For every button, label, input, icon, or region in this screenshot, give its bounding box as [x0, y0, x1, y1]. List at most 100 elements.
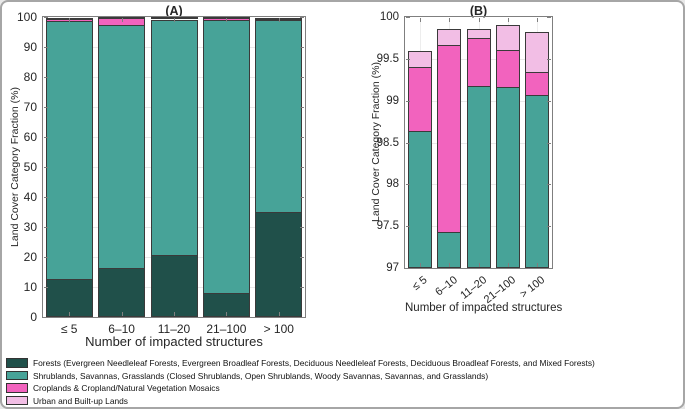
y-tick-label: 10 — [23, 280, 37, 294]
y-tickmark — [44, 227, 48, 228]
x-tickmark — [69, 312, 71, 316]
y-tick-label: 30 — [23, 220, 37, 234]
y-tickmark — [547, 58, 551, 60]
x-tickmark — [537, 263, 539, 267]
y-tickmark — [44, 257, 48, 258]
x-tick-label-text: 6–10 — [432, 274, 460, 299]
y-tickmark — [300, 77, 304, 78]
legend-swatch-croplands — [6, 383, 28, 393]
x-tickmark — [507, 263, 509, 267]
legend-row: Urban and Built-up Lands — [6, 396, 595, 406]
x-tickmark — [419, 18, 421, 22]
y-tick-label: 0 — [30, 310, 37, 324]
y-tick-label: 80 — [23, 70, 37, 84]
y-tickmark — [44, 47, 48, 48]
legend-label: Croplands & Cropland/Natural Vegetation … — [33, 383, 220, 393]
y-tick-label: 100 — [379, 11, 399, 23]
y-tickmark — [406, 58, 410, 60]
legend-swatch-urban — [6, 395, 28, 406]
y-tickmark — [44, 17, 48, 18]
bar-segment-croplands — [466, 37, 491, 87]
y-tickmark — [300, 257, 304, 258]
legend-swatch-forests — [6, 358, 28, 368]
legend: Forests (Evergreen Needleleaf Forests, E… — [6, 358, 595, 407]
y-tickmark — [44, 77, 48, 78]
legend-row: Forests (Evergreen Needleleaf Forests, E… — [6, 358, 595, 368]
bar-segment-urban — [202, 17, 250, 19]
y-axis-label: Land Cover Category Fraction (%) — [370, 62, 382, 222]
legend-row: Croplands & Cropland/Natural Vegetation … — [6, 383, 595, 393]
x-axis-label: Number of impacted structures — [405, 302, 563, 314]
bar-segment-forests — [255, 212, 303, 317]
y-tick-label: 97 — [386, 262, 399, 274]
x-tickmark — [537, 18, 539, 22]
bar-segment-shrublands — [45, 21, 93, 279]
y-tickmark — [300, 107, 304, 108]
legend-swatch-shrublands — [6, 370, 28, 381]
x-tickmark — [507, 18, 509, 22]
y-tickmark — [547, 100, 551, 102]
bar-segment-forests — [98, 268, 146, 317]
y-tick-label: 60 — [23, 130, 37, 144]
x-tick-label: ≤ 5 — [60, 322, 78, 336]
panel-title: (B) — [469, 4, 488, 18]
y-tick-label: 40 — [23, 190, 37, 204]
plot-frame — [42, 16, 306, 318]
x-tickmark — [69, 18, 71, 22]
x-tick-label: > 100 — [263, 322, 294, 336]
y-tick-label: 98.5 — [376, 136, 399, 149]
x-axis-label: Number of impacted structures — [85, 334, 263, 349]
legend-label: Urban and Built-up Lands — [33, 395, 128, 406]
y-tick-label: 98 — [386, 178, 399, 191]
bar-segment-croplands — [407, 67, 432, 131]
y-tick-label: 20 — [23, 250, 37, 264]
y-tick-label: 50 — [23, 160, 37, 174]
bar-segment-urban — [495, 24, 520, 50]
y-tick-label: 70 — [23, 100, 37, 114]
x-tickmark — [174, 312, 175, 316]
y-tickmark — [300, 227, 304, 228]
bar-segment-shrublands — [437, 232, 462, 268]
bar-segment-shrublands — [525, 94, 550, 268]
bar-segment-urban — [98, 17, 146, 19]
bar-segment-shrublands — [495, 87, 520, 268]
panel-title: (A) — [165, 4, 183, 18]
x-tickmark — [278, 312, 280, 316]
y-tickmark — [300, 17, 304, 18]
bar-segment-croplands — [525, 72, 550, 95]
bar-segment-shrublands — [466, 86, 491, 268]
y-tickmark — [300, 47, 304, 48]
x-tickmark — [278, 18, 280, 22]
x-tick-label-text: ≤ 5 — [410, 274, 431, 293]
y-tickmark — [44, 197, 48, 198]
bar-segment-urban — [437, 28, 462, 45]
x-tick-label: 6–10 — [108, 322, 135, 336]
y-tick-label: 90 — [23, 40, 37, 54]
x-tickmark — [226, 312, 228, 316]
bar-segment-shrublands — [255, 19, 303, 213]
legend-label: Forests (Evergreen Needleleaf Forests, E… — [33, 358, 595, 368]
y-tick-label: 97.5 — [376, 220, 399, 233]
x-tickmark — [449, 263, 451, 267]
y-tickmark — [547, 142, 551, 144]
legend-label: Shrublands, Savannas, Grasslands (Closed… — [33, 370, 489, 381]
y-tickmark — [406, 142, 410, 144]
bar-segment-urban — [150, 17, 198, 19]
x-tickmark — [419, 263, 421, 267]
y-tickmark — [547, 226, 551, 228]
bar-segment-urban — [525, 32, 550, 73]
y-tickmark — [300, 287, 304, 288]
bar-segment-urban — [466, 28, 491, 38]
y-tickmark — [547, 184, 551, 186]
bar-segment-forests — [150, 255, 198, 317]
x-tickmark — [226, 18, 228, 22]
y-tick-label: 100 — [16, 10, 37, 24]
y-tickmark — [406, 100, 410, 102]
y-tickmark — [547, 17, 551, 18]
legend-row: Shrublands, Savannas, Grasslands (Closed… — [6, 371, 595, 381]
y-tick-label: 99.5 — [376, 52, 399, 65]
y-tickmark — [44, 167, 48, 168]
x-tickmark — [478, 18, 480, 22]
bar-segment-forests — [45, 278, 93, 317]
y-tickmark — [300, 197, 304, 198]
